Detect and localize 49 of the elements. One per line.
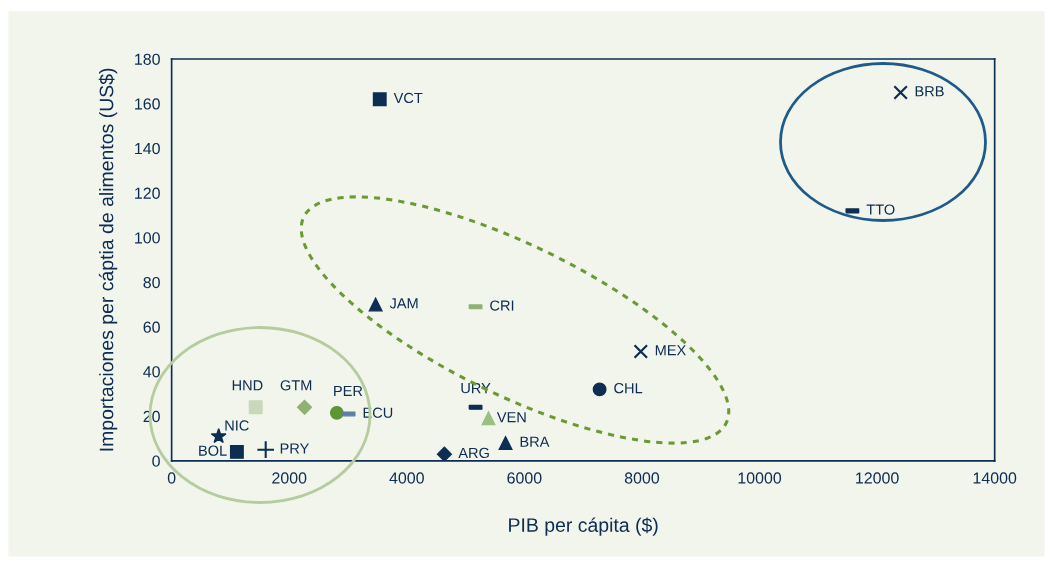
series-label: MEX xyxy=(655,345,686,356)
series-label: CRI xyxy=(490,300,514,311)
series-label: BOL xyxy=(199,445,227,456)
point xyxy=(210,427,227,444)
series-label: PRY xyxy=(280,443,309,454)
x-tick-label: 2000 xyxy=(272,472,307,484)
series-label: NIC xyxy=(225,420,249,431)
point xyxy=(436,446,452,461)
point xyxy=(256,440,276,460)
y-tick-label: 160 xyxy=(135,98,160,110)
point xyxy=(368,297,383,312)
point xyxy=(633,344,649,359)
series-label: VCT xyxy=(393,92,423,104)
series-label: BRA xyxy=(520,436,550,447)
y-tick-label: 100 xyxy=(135,232,160,244)
y-tick-label: 60 xyxy=(143,321,160,333)
series-label: JAM xyxy=(389,298,418,309)
x-axis-title: PIB per cápita ($) xyxy=(509,517,658,536)
y-axis-title: Importaciones per cáptia de alimentos (US$) xyxy=(98,68,118,451)
x-tick-label: 8000 xyxy=(624,472,660,484)
x-tick-label: 6000 xyxy=(507,472,542,484)
x-tick-label: 4000 xyxy=(389,472,424,484)
series-label: BRB xyxy=(915,86,944,97)
y-tick-label: 180 xyxy=(135,53,160,65)
point xyxy=(481,411,496,426)
series-label: TTO xyxy=(866,204,895,215)
point xyxy=(498,436,513,450)
series-label: PER xyxy=(334,385,363,396)
y-tick-label: 0 xyxy=(152,455,160,467)
point xyxy=(248,400,263,415)
point xyxy=(229,444,244,459)
series-label: VEN xyxy=(496,412,526,423)
point xyxy=(592,382,607,397)
series-label: HND xyxy=(232,380,263,391)
y-tick-label: 40 xyxy=(143,366,160,378)
x-tick-label: 10000 xyxy=(738,472,782,484)
point xyxy=(329,405,344,420)
point xyxy=(372,92,387,107)
series-label: GTM xyxy=(280,380,312,391)
y-tick-label: 140 xyxy=(135,142,160,155)
x-tick-label: 12000 xyxy=(856,472,899,484)
x-tick-label: 0 xyxy=(167,472,176,484)
series-label: CHL xyxy=(614,382,643,394)
point xyxy=(893,85,908,100)
x-tick-label: 14000 xyxy=(973,472,1017,484)
y-tick-label: 120 xyxy=(135,187,160,199)
y-tick-label: 80 xyxy=(143,276,160,289)
point xyxy=(296,399,313,415)
series-label: ARG xyxy=(458,447,489,459)
